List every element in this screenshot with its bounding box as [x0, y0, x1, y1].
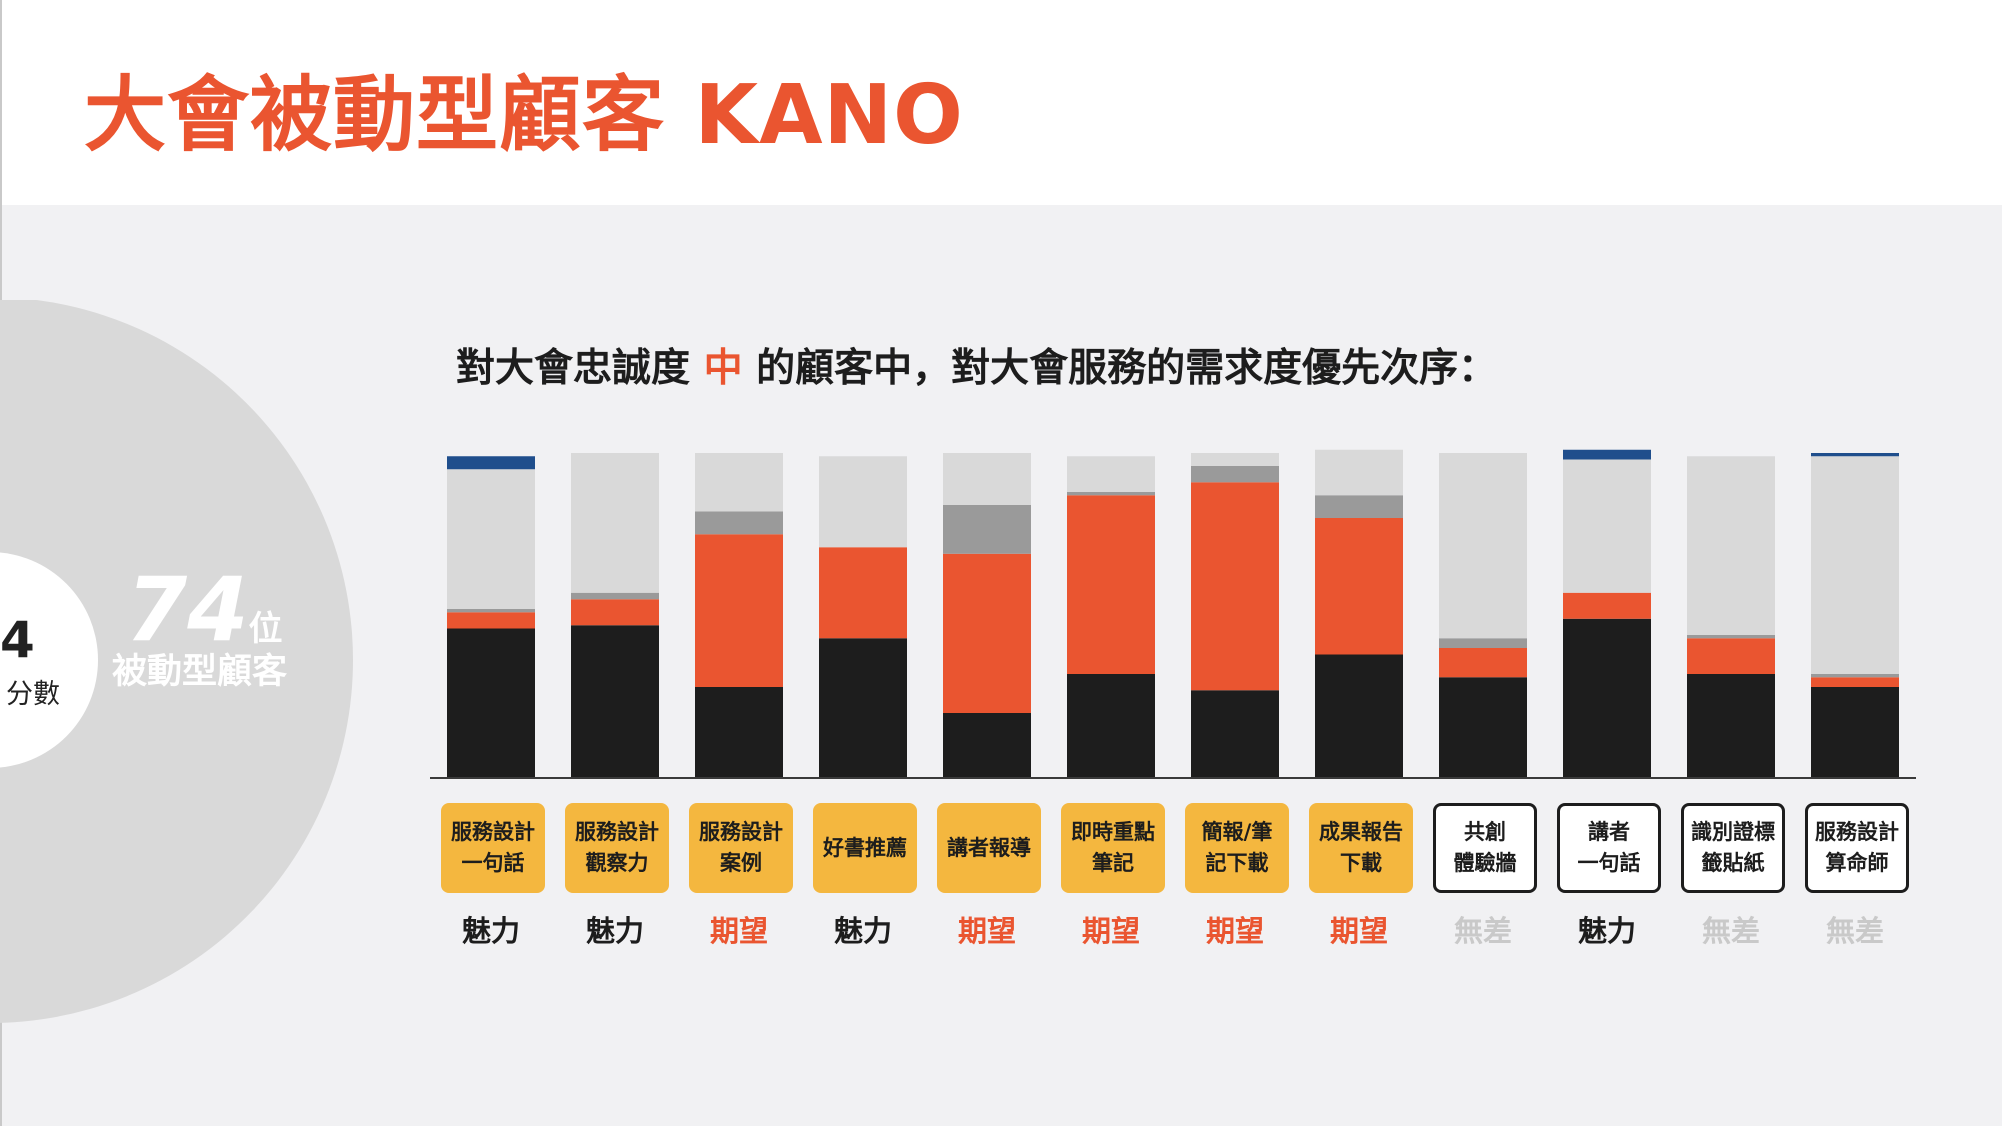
- chart-subtitle: 對大會忠誠度 中 的顧客中，對大會服務的需求度優先次序：: [456, 344, 1497, 394]
- bar-segment-無差: [1811, 456, 1899, 674]
- bar-segment-期望: [571, 599, 659, 626]
- donut-count: 4: [0, 611, 35, 669]
- kano-class-label: 期望: [1329, 914, 1388, 948]
- header: 大會被動型顧客 KANO: [0, 0, 2002, 205]
- bar-segment-期望: [1687, 638, 1775, 674]
- bar-segment-無差: [1067, 456, 1155, 492]
- donut-hole: [0, 552, 98, 768]
- bar-segment-魅力: [571, 625, 659, 778]
- bar-segment-期望: [1315, 518, 1403, 655]
- bar-segment-魅力: [447, 628, 535, 778]
- pie-slice-indifferent: [0, 300, 353, 1023]
- kano-class-label: 魅力: [461, 914, 520, 948]
- kano-class-label: 期望: [709, 914, 768, 948]
- kano-class-label: 魅力: [585, 914, 644, 948]
- kano-class-label: 期望: [957, 914, 1016, 948]
- page-title: 大會被動型顧客 KANO: [84, 68, 964, 163]
- category-label-box: 講者 一句話: [1557, 803, 1661, 893]
- category-label-box: 講者報導: [937, 803, 1041, 893]
- segment-count-unit: 位: [248, 609, 283, 649]
- bar-segment-反向: [447, 456, 535, 470]
- category-label-box: 服務設計 觀察力: [565, 803, 669, 893]
- bar-segment-必要: [1191, 466, 1279, 483]
- bar-segment-魅力: [1687, 674, 1775, 778]
- segment-label: 被動型顧客: [112, 652, 288, 692]
- bar-segment-必要: [943, 505, 1031, 554]
- bar-segment-必要: [1067, 492, 1155, 496]
- kano-class-label: 無差: [1701, 914, 1760, 948]
- bar-segment-無差: [1315, 449, 1403, 496]
- subtitle-text-after: 的顧客中，對大會服務的需求度優先次序：: [742, 346, 1498, 391]
- bar-segment-魅力: [1315, 654, 1403, 778]
- bar-segment-無差: [571, 453, 659, 593]
- bar-segment-魅力: [943, 713, 1031, 778]
- bar-segment-期望: [447, 612, 535, 629]
- category-label-box: 好書推薦: [813, 803, 917, 893]
- bar-segment-魅力: [1811, 687, 1899, 778]
- bar-segment-魅力: [1439, 677, 1527, 778]
- bar-segment-魅力: [819, 638, 907, 778]
- bar-segment-期望: [1439, 648, 1527, 678]
- bar-segment-必要: [1439, 638, 1527, 648]
- bar-segment-必要: [1811, 674, 1899, 678]
- segment-count: 74位: [126, 565, 282, 680]
- bar-segment-無差: [943, 453, 1031, 505]
- bar-segment-期望: [943, 553, 1031, 713]
- bar-segment-必要: [1687, 635, 1775, 639]
- category-label-box: 即時重點 筆記: [1061, 803, 1165, 893]
- category-label-box: 共創 體驗牆: [1433, 803, 1537, 893]
- bar-segment-無差: [1191, 453, 1279, 466]
- bar-segment-無差: [819, 456, 907, 548]
- kano-class-label: 魅力: [1577, 914, 1636, 948]
- bar-segment-反向: [1811, 453, 1899, 457]
- bar-segment-期望: [1563, 592, 1651, 619]
- bar-segment-期望: [1191, 482, 1279, 691]
- bar-segment-無差: [447, 469, 535, 609]
- bar-segment-反向: [1563, 449, 1651, 460]
- kano-class-label: 無差: [1825, 914, 1884, 948]
- bar-segment-魅力: [695, 687, 783, 778]
- category-label-box: 服務設計 算命師: [1805, 803, 1909, 893]
- bars-group: [447, 449, 1899, 778]
- bar-segment-期望: [819, 547, 907, 639]
- category-label-box: 簡報/筆 記下載: [1185, 803, 1289, 893]
- bar-segment-必要: [1315, 495, 1403, 518]
- category-label-box: 成果報告 下載: [1309, 803, 1413, 893]
- donut-label: 分數: [6, 679, 60, 710]
- bar-segment-魅力: [1563, 618, 1651, 778]
- bar-segment-魅力: [1067, 674, 1155, 778]
- bar-segment-無差: [1439, 453, 1527, 639]
- kano-class-label: 魅力: [833, 914, 892, 948]
- subtitle-text-before: 對大會忠誠度: [456, 346, 704, 391]
- bar-segment-期望: [1067, 495, 1155, 674]
- bar-segment-期望: [695, 534, 783, 687]
- kano-class-label: 無差: [1453, 914, 1512, 948]
- bar-segment-必要: [571, 592, 659, 600]
- kano-class-label: 期望: [1205, 914, 1264, 948]
- segment-pie-chart: [0, 300, 353, 1023]
- bar-segment-必要: [695, 511, 783, 535]
- bar-segment-必要: [447, 609, 535, 613]
- category-label-box: 服務設計 一句話: [441, 803, 545, 893]
- bar-segment-無差: [1687, 456, 1775, 635]
- subtitle-accent: 中: [703, 346, 743, 391]
- segment-count-number: 74: [126, 558, 249, 661]
- bar-segment-期望: [1811, 677, 1899, 687]
- category-label-box: 服務設計 案例: [689, 803, 793, 893]
- bar-segment-魅力: [1191, 690, 1279, 778]
- bar-segment-無差: [695, 453, 783, 512]
- bar-segment-無差: [1563, 459, 1651, 593]
- category-label-box: 識別證標 籤貼紙: [1681, 803, 1785, 893]
- kano-class-label: 期望: [1081, 914, 1140, 948]
